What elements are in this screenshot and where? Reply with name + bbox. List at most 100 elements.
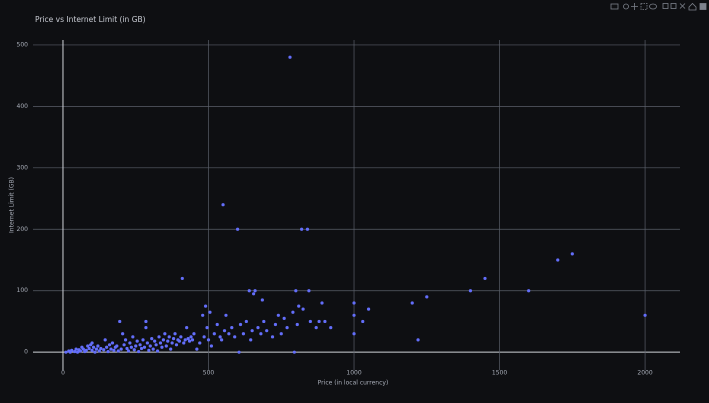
zoom-out-icon[interactable] <box>670 3 677 9</box>
data-point <box>222 329 227 333</box>
data-point <box>252 292 256 296</box>
data-point <box>273 322 278 327</box>
data-point <box>241 332 246 336</box>
data-point <box>91 345 96 349</box>
data-point <box>118 319 122 324</box>
data-point <box>221 203 225 207</box>
x-tick-label: 2000 <box>637 370 652 377</box>
data-point <box>163 332 167 336</box>
data-point <box>70 348 74 352</box>
camera-icon[interactable] <box>610 3 619 10</box>
data-point <box>195 347 199 351</box>
data-point <box>116 349 120 353</box>
data-point <box>75 350 80 354</box>
data-point <box>297 304 301 308</box>
data-point <box>94 347 99 351</box>
y-tick-label: 400 <box>17 103 29 110</box>
reset-icon[interactable] <box>688 2 697 11</box>
data-point <box>153 339 157 343</box>
data-point <box>155 349 160 353</box>
data-point <box>186 337 190 341</box>
data-point <box>106 349 110 354</box>
select-icon[interactable] <box>640 3 648 10</box>
y-tick-label: 200 <box>17 226 29 233</box>
data-point <box>323 319 327 324</box>
data-point <box>212 332 216 336</box>
data-point <box>425 295 429 299</box>
data-point <box>160 345 164 349</box>
pan-icon[interactable] <box>631 3 638 10</box>
data-point <box>173 332 177 336</box>
data-point <box>352 313 356 317</box>
data-point <box>291 310 295 314</box>
x-tick-label: 500 <box>203 370 215 377</box>
data-point <box>249 338 253 342</box>
data-point <box>144 325 148 330</box>
data-point <box>570 252 574 256</box>
y-tick-label: 100 <box>17 287 29 294</box>
zoom-in-icon[interactable] <box>662 3 669 9</box>
data-point <box>215 322 219 327</box>
data-point <box>206 338 211 342</box>
data-point <box>128 341 132 345</box>
x-tick-label: 0 <box>61 370 65 377</box>
data-point <box>73 349 77 354</box>
data-point <box>202 335 206 339</box>
data-point <box>643 313 647 317</box>
data-point <box>90 341 94 345</box>
data-point <box>158 341 163 345</box>
data-point <box>227 332 231 336</box>
data-point <box>112 348 116 352</box>
data-point <box>170 341 174 345</box>
data-point <box>135 339 139 343</box>
data-point <box>151 347 155 351</box>
data-point <box>307 289 311 293</box>
data-point <box>81 347 85 351</box>
data-point <box>96 344 100 348</box>
data-point <box>282 316 286 320</box>
data-point <box>171 337 176 341</box>
data-point <box>161 338 165 342</box>
data-point <box>205 325 209 330</box>
data-point <box>134 344 138 348</box>
data-point <box>556 258 560 262</box>
zoom-icon[interactable] <box>623 3 629 10</box>
data-point <box>256 325 260 330</box>
autoscale-icon[interactable] <box>679 3 686 9</box>
data-point <box>244 319 248 324</box>
data-point <box>230 325 234 330</box>
data-point <box>87 346 91 351</box>
y-tick-label: 0 <box>24 349 28 356</box>
data-point <box>102 348 106 352</box>
data-point <box>190 338 195 342</box>
data-point <box>218 335 222 339</box>
y-tick-label: 500 <box>17 41 29 48</box>
data-point <box>279 332 283 336</box>
data-point <box>86 344 90 348</box>
logo-icon[interactable] <box>699 3 707 10</box>
data-point <box>132 348 136 352</box>
data-point <box>294 289 298 293</box>
data-point <box>192 332 196 336</box>
data-point <box>308 319 312 324</box>
data-point <box>115 344 119 348</box>
modebar <box>610 2 707 11</box>
data-point <box>201 313 205 317</box>
data-point <box>99 346 103 351</box>
data-point <box>125 346 129 351</box>
data-point <box>292 350 296 354</box>
data-point <box>129 345 133 349</box>
data-point <box>148 344 152 348</box>
data-point <box>237 350 241 354</box>
lasso-icon[interactable] <box>649 3 657 10</box>
data-point <box>233 335 237 339</box>
data-point <box>169 347 173 351</box>
data-point <box>416 338 420 342</box>
x-axis-label: Price (in local currency) <box>318 380 389 387</box>
data-point <box>121 332 125 336</box>
data-point <box>123 338 128 342</box>
data-point <box>78 349 83 353</box>
data-point <box>238 322 243 327</box>
